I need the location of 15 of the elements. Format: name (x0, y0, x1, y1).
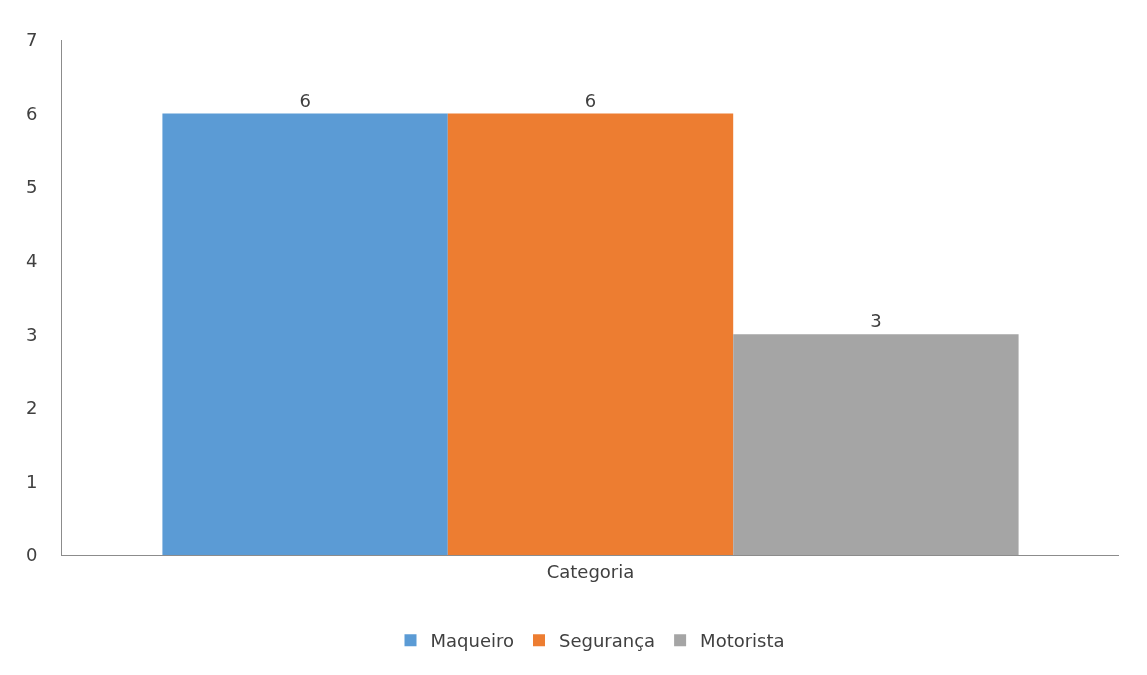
y-tick-label: 0 (25, 544, 38, 566)
legend-label: Maqueiro (430, 630, 514, 652)
data-label: 6 (584, 89, 597, 111)
legend-label: Segurança (559, 630, 656, 652)
y-tick-label: 7 (25, 29, 38, 51)
data-label: 3 (870, 310, 882, 332)
y-tick-label: 2 (25, 397, 38, 419)
legend-label: Motorista (700, 630, 785, 652)
y-tick-label: 3 (25, 323, 38, 345)
y-tick-label: 5 (25, 176, 38, 198)
y-tick-label: 6 (25, 102, 38, 124)
y-tick-label: 4 (25, 250, 38, 272)
y-tick-label: 1 (25, 470, 38, 492)
x-tick-label: Categoria (546, 560, 635, 582)
data-label: 6 (299, 89, 311, 111)
